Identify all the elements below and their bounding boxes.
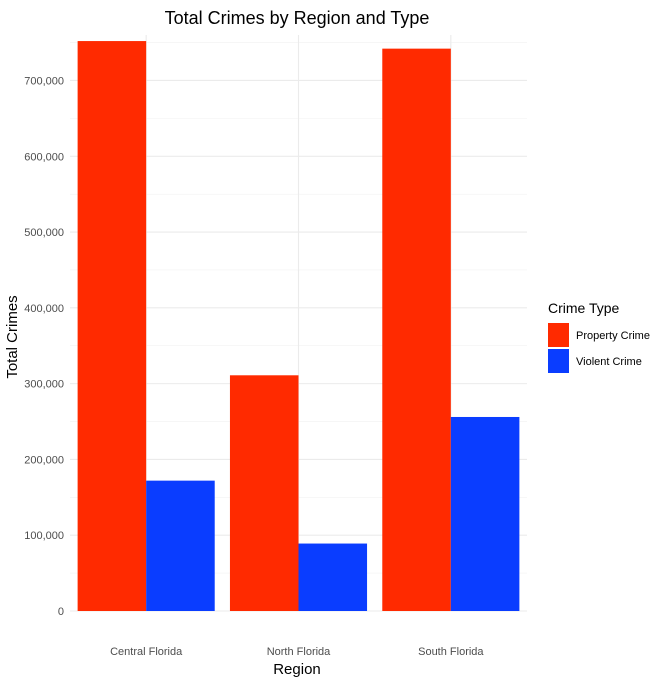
bar-violent-crime-south-florida <box>450 416 520 611</box>
y-axis-title: Total Crimes <box>4 295 21 378</box>
y-tick-label: 200,000 <box>24 454 64 466</box>
legend-items: Property Crime Violent Crime <box>548 323 650 373</box>
y-tick-label: 0 <box>58 606 64 618</box>
legend-title: Crime Type <box>548 300 620 316</box>
y-tick-label: 700,000 <box>24 75 64 87</box>
legend: Crime Type Property Crime Violent Crime <box>548 300 650 373</box>
y-tick-label: 400,000 <box>24 303 64 315</box>
bars-layer <box>77 41 520 612</box>
y-tick-label: 500,000 <box>24 227 64 239</box>
y-axis-ticks: 0 100,000 200,000 300,000 400,000 500,000 600,… <box>24 75 64 618</box>
y-tick-label: 100,000 <box>24 530 64 542</box>
y-tick-label: 600,000 <box>24 151 64 163</box>
bar-property-crime-south-florida <box>382 48 451 612</box>
bar-property-crime-central-florida <box>77 41 147 611</box>
legend-swatch <box>548 349 569 373</box>
bar-property-crime-north-florida <box>229 375 299 611</box>
x-axis-title: Region <box>273 661 321 678</box>
x-axis-ticks: Central Florida North Florida South Florid… <box>110 646 484 658</box>
legend-label: Property Crime <box>576 330 650 342</box>
legend-swatch <box>548 323 569 347</box>
x-tick-label: South Florida <box>418 646 484 658</box>
legend-label: Violent Crime <box>576 356 642 368</box>
y-tick-label: 300,000 <box>24 379 64 391</box>
x-tick-label: North Florida <box>267 646 331 658</box>
x-tick-label: Central Florida <box>110 646 183 658</box>
chart-title: Total Crimes by Region and Type <box>165 8 430 28</box>
bar-violent-crime-north-florida <box>298 543 368 611</box>
bar-violent-crime-central-florida <box>146 480 215 611</box>
